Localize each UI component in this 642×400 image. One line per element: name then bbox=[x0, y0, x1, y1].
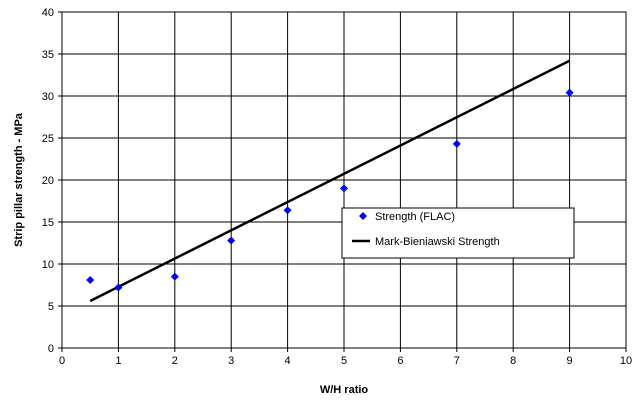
legend-label-strength-flac: Strength (FLAC) bbox=[375, 211, 455, 223]
y-tick-label: 25 bbox=[42, 133, 54, 145]
x-tick-label: 0 bbox=[59, 355, 65, 367]
x-axis-ticks: 0 1 2 3 4 5 6 7 8 9 10 bbox=[59, 348, 632, 367]
y-axis-title: Strip pillar strength - MPa bbox=[13, 112, 25, 247]
data-point-strength-flac bbox=[340, 184, 348, 193]
data-point-strength-flac bbox=[114, 283, 123, 292]
x-tick-label: 7 bbox=[454, 355, 460, 367]
y-tick-label: 20 bbox=[42, 175, 54, 187]
y-tick-label: 30 bbox=[42, 91, 54, 103]
y-tick-label: 40 bbox=[42, 7, 54, 19]
series-layer bbox=[86, 59, 574, 303]
x-tick-label: 4 bbox=[285, 355, 291, 367]
data-point-strength-flac bbox=[283, 206, 292, 215]
y-tick-label: 35 bbox=[42, 49, 54, 61]
data-point-strength-flac bbox=[170, 272, 179, 281]
series-line-mark-bieniawski bbox=[89, 59, 571, 303]
legend-label-mark-bieniawski: Mark-Bieniawski Strength bbox=[375, 236, 500, 248]
x-tick-label: 9 bbox=[567, 355, 573, 367]
x-tick-label: 1 bbox=[115, 355, 121, 367]
data-point-strength-flac bbox=[565, 88, 574, 97]
legend-box bbox=[341, 207, 575, 259]
data-point-strength-flac bbox=[86, 275, 95, 284]
y-tick-label: 15 bbox=[42, 217, 54, 229]
data-point-strength-flac bbox=[227, 236, 236, 245]
x-tick-label: 5 bbox=[341, 355, 347, 367]
legend-marker-strength-flac bbox=[359, 212, 367, 220]
legend: Strength (FLAC) Mark-Bieniawski Strength bbox=[341, 207, 575, 259]
x-tick-label: 2 bbox=[172, 355, 178, 367]
x-tick-label: 10 bbox=[620, 355, 632, 367]
x-tick-label: 6 bbox=[397, 355, 403, 367]
gridlines bbox=[62, 12, 626, 348]
x-tick-label: 3 bbox=[228, 355, 234, 367]
y-axis-ticks: 0 5 10 15 20 25 30 35 40 bbox=[42, 7, 62, 355]
y-tick-label: 5 bbox=[48, 301, 54, 313]
y-tick-label: 0 bbox=[48, 343, 54, 355]
data-point-strength-flac bbox=[452, 139, 461, 148]
x-tick-label: 8 bbox=[510, 355, 516, 367]
y-tick-label: 10 bbox=[42, 259, 54, 271]
x-axis-title: W/H ratio bbox=[320, 384, 369, 396]
